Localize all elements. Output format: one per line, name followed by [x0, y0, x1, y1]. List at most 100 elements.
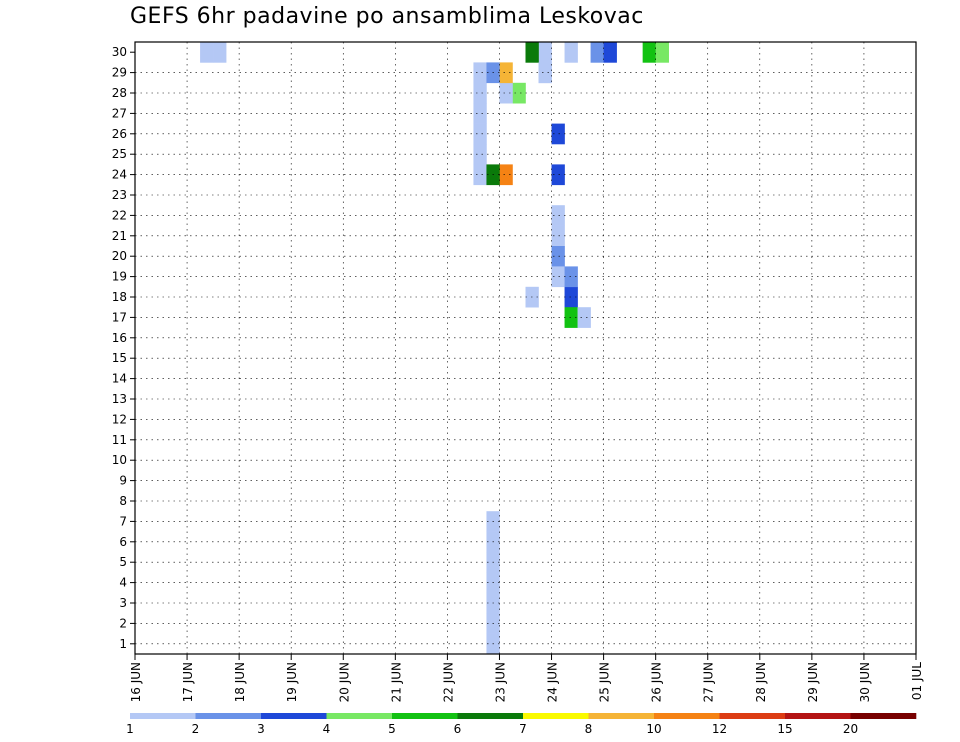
x-tick-label: 28 JUN — [754, 662, 768, 702]
y-tick-label: 29 — [112, 66, 127, 80]
x-tick-label: 19 JUN — [285, 662, 299, 702]
colorbar-label: 7 — [519, 722, 527, 736]
y-tick-label: 22 — [112, 208, 127, 222]
colorbar-label: 20 — [843, 722, 858, 736]
y-tick-label: 9 — [119, 474, 127, 488]
x-tick-label: 25 JUN — [598, 662, 612, 702]
colorbar-swatch — [719, 713, 786, 719]
x-tick-label: 26 JUN — [650, 662, 664, 702]
precip-cell — [564, 286, 578, 308]
y-tick-label: 2 — [119, 616, 127, 630]
x-tick-label: 20 JUN — [337, 662, 351, 702]
y-tick-label: 11 — [112, 433, 127, 447]
precip-cell — [551, 205, 565, 226]
precip-cell — [577, 307, 591, 328]
precip-cell — [551, 266, 565, 288]
colorbar-swatch — [785, 713, 851, 719]
precip-cell — [564, 42, 578, 63]
precip-cell — [473, 164, 487, 186]
precip-cell — [473, 82, 487, 104]
y-tick-label: 14 — [112, 372, 127, 386]
y-tick-label: 16 — [112, 331, 127, 345]
precip-cell — [473, 144, 487, 165]
x-tick-label: 22 JUN — [441, 662, 455, 702]
precip-cell — [603, 42, 617, 63]
y-tick-label: 19 — [112, 270, 127, 284]
x-tick-label: 17 JUN — [181, 662, 195, 702]
x-tick-label: 29 JUN — [806, 662, 820, 702]
colorbar-swatch — [457, 713, 524, 719]
precip-cell — [551, 164, 565, 186]
colorbar-label: 15 — [777, 722, 792, 736]
x-tick-label: 16 JUN — [129, 662, 143, 702]
precip-cell — [538, 62, 552, 84]
precip-cell — [200, 42, 214, 63]
y-tick-label: 13 — [112, 392, 127, 406]
x-tick-label: 24 JUN — [546, 662, 560, 702]
colorbar-label: 3 — [257, 722, 265, 736]
y-tick-label: 30 — [112, 45, 127, 59]
y-tick-label: 17 — [112, 310, 127, 324]
y-tick-label: 5 — [119, 555, 127, 569]
y-tick-label: 7 — [119, 514, 127, 528]
y-tick-label: 6 — [119, 535, 127, 549]
colorbar-swatch — [195, 713, 262, 719]
y-tick-label: 26 — [112, 127, 127, 141]
colorbar-label: 12 — [712, 722, 727, 736]
precip-cell — [473, 103, 487, 124]
y-tick-label: 10 — [112, 453, 127, 467]
colorbar-swatch — [588, 713, 655, 719]
x-tick-label: 18 JUN — [233, 662, 247, 702]
x-tick-label: 30 JUN — [858, 662, 872, 702]
y-tick-label: 28 — [112, 86, 127, 100]
colorbar-swatch — [326, 713, 393, 719]
y-tick-label: 3 — [119, 596, 127, 610]
colorbar-label: 5 — [388, 722, 396, 736]
plot-frame — [134, 41, 917, 655]
y-tick-label: 20 — [112, 249, 127, 263]
colorbar-label: 10 — [646, 722, 661, 736]
y-tick-label: 8 — [119, 494, 127, 508]
colorbar-swatch — [654, 713, 720, 719]
chart-title: GEFS 6hr padavine po ansamblima Leskovac — [130, 4, 644, 29]
precip-cell — [499, 82, 513, 104]
precip-cell — [551, 123, 565, 145]
colorbar-label: 1 — [126, 722, 134, 736]
y-tick-label: 18 — [112, 290, 127, 304]
colorbar-label: 6 — [454, 722, 462, 736]
precip-cell — [213, 42, 227, 63]
colorbar-swatch — [392, 713, 458, 719]
y-tick-label: 15 — [112, 351, 127, 365]
y-tick-label: 25 — [112, 147, 127, 161]
precip-cell — [590, 42, 604, 63]
precip-cell — [551, 246, 565, 267]
colorbar-swatch — [130, 713, 196, 719]
colorbar-label: 2 — [192, 722, 200, 736]
colorbar-swatch — [523, 713, 589, 719]
colorbar-swatch — [850, 713, 917, 719]
y-tick-label: 24 — [112, 168, 127, 182]
y-tick-label: 23 — [112, 188, 127, 202]
colorbar-label: 8 — [585, 722, 593, 736]
x-tick-label: 27 JUN — [702, 662, 716, 702]
y-tick-label: 1 — [119, 637, 127, 651]
precip-cell — [564, 266, 578, 288]
precip-cell — [655, 42, 669, 63]
precip-cell — [499, 164, 513, 186]
x-tick-label: 23 JUN — [493, 662, 507, 702]
precip-cell — [473, 62, 487, 84]
precip-cell — [473, 123, 487, 145]
precip-cell — [551, 225, 565, 247]
precip-cell — [538, 42, 552, 63]
precip-cell — [525, 42, 539, 63]
y-tick-label: 27 — [112, 106, 127, 120]
x-tick-label: 01 JUL — [910, 662, 924, 700]
y-tick-label: 4 — [119, 576, 127, 590]
precip-cell — [642, 42, 656, 63]
y-tick-label: 12 — [112, 412, 127, 426]
precip-cell — [512, 82, 526, 104]
colorbar-label: 4 — [323, 722, 331, 736]
precip-cell — [499, 62, 513, 84]
y-tick-label: 21 — [112, 229, 127, 243]
